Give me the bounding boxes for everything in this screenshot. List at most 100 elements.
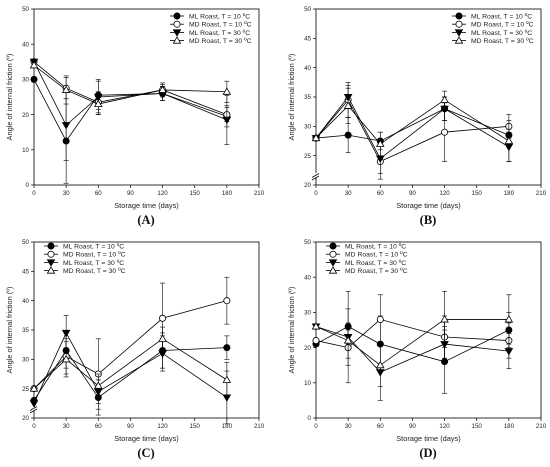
chart-panel-3: 0 30 60 90 120 150 180 210 20 25 30 35 40 45 50 Storage…	[5, 239, 265, 460]
legend-marker	[47, 250, 55, 258]
series-3	[29, 315, 232, 425]
chart-panel-4: 0 30 60 90 120 150 180 210 0 10 20 30 40 50 Storage ti…	[287, 239, 547, 460]
y-tick-label: 10	[304, 380, 311, 387]
data-point	[440, 95, 449, 103]
data-point	[29, 384, 39, 392]
x-tick-label: 90	[127, 423, 134, 430]
axis-break-mark	[311, 173, 320, 178]
data-point	[504, 348, 514, 356]
data-point	[375, 360, 385, 369]
data-point	[440, 315, 449, 323]
series-line	[315, 96, 510, 160]
data-point	[312, 337, 320, 345]
y-tick-label: 40	[22, 298, 29, 305]
axis-break-mark	[311, 175, 320, 181]
y-tick-label: 25	[22, 386, 29, 393]
x-tick-label: 0	[32, 190, 36, 197]
legend-entry: MD Roast, T = 10 ºC	[345, 252, 408, 259]
panel-label: (D)	[419, 446, 436, 460]
series-2	[312, 294, 513, 366]
legend-marker	[454, 36, 464, 44]
y-axis-label: Angle of internal friction (º)	[5, 287, 14, 374]
x-tick-label: 150	[190, 190, 201, 197]
x-tick-label: 210	[254, 423, 265, 430]
y-axis-label: Angle of internal friction (º)	[287, 54, 296, 141]
x-axis-label: Storage time (days)	[396, 434, 461, 443]
series-2	[30, 58, 231, 122]
data-point	[93, 99, 103, 108]
series-2	[30, 276, 231, 410]
x-tick-label: 30	[345, 423, 352, 430]
x-tick-label: 0	[32, 423, 36, 430]
y-tick-label: 40	[304, 274, 311, 281]
y-tick-label: 20	[304, 182, 311, 189]
x-tick-label: 90	[409, 190, 416, 197]
y-tick-label: 40	[22, 41, 29, 48]
y-tick-label: 50	[22, 6, 29, 13]
y-tick-label: 30	[304, 310, 311, 317]
series-line	[33, 300, 227, 389]
y-tick-label: 20	[22, 415, 29, 422]
chart-panel-1: 0 30 60 90 120 150 180 210 0 10 20 30 40 50 Storage ti…	[5, 6, 265, 227]
legend-entry: MD Roast, T = 30 ºC	[189, 38, 252, 45]
data-point	[343, 101, 353, 109]
legend-marker	[46, 259, 56, 267]
series-line	[315, 326, 509, 373]
series-1	[30, 75, 231, 184]
data-point	[158, 85, 167, 93]
x-tick-label: 180	[222, 190, 233, 197]
plot-frame	[33, 8, 260, 186]
legend: ML Roast, T = 10 ºC MD Roast, T = 10 ºCML…	[452, 12, 534, 45]
x-tick-label: 60	[95, 190, 102, 197]
legend: ML Roast, T = 10 ºC MD Roast, T = 10 ºCML…	[170, 12, 252, 45]
data-point	[158, 350, 167, 358]
chart-panel-2: 0 30 60 90 120 150 180 210 20 25 30 35 40 45 50 Storage…	[287, 6, 547, 227]
x-tick-label: 0	[314, 423, 318, 430]
panel-label: (B)	[420, 213, 437, 227]
series-3	[311, 84, 514, 174]
data-point	[311, 133, 321, 142]
legend-marker	[172, 36, 182, 44]
legend-entry: MD Roast, T = 30 ºC	[345, 268, 408, 275]
series-4	[29, 326, 232, 398]
x-tick-label: 120	[157, 423, 168, 430]
series-line	[315, 99, 510, 145]
x-tick-label: 210	[536, 190, 547, 197]
series-1	[312, 308, 513, 394]
y-tick-label: 50	[304, 6, 311, 13]
y-tick-label: 20	[22, 112, 29, 119]
series-4	[311, 290, 514, 387]
series-1	[312, 96, 513, 154]
series-line	[33, 65, 227, 105]
legend-marker	[454, 29, 464, 37]
x-tick-label: 150	[472, 190, 483, 197]
series-line	[33, 61, 228, 126]
x-axis-label: Storage time (days)	[114, 201, 179, 210]
legend-entry: ML Roast, T = 30 ºC	[63, 260, 124, 267]
axis-break-mark	[29, 408, 38, 414]
y-axis-label: Angle of internal friction (º)	[287, 287, 296, 374]
y-tick-label: 35	[304, 94, 311, 101]
legend-entry: MD Roast, T = 30 ºC	[63, 268, 126, 275]
x-tick-label: 210	[254, 190, 265, 197]
data-point	[343, 336, 353, 344]
x-tick-label: 120	[439, 190, 450, 197]
legend-marker	[328, 266, 338, 274]
data-point	[93, 381, 103, 389]
legend-marker	[46, 266, 56, 274]
legend-entry: MD Roast, T = 10 ºC	[471, 22, 534, 29]
data-point	[376, 315, 384, 323]
y-tick-label: 30	[22, 77, 29, 84]
x-tick-label: 60	[377, 423, 384, 430]
x-tick-label: 120	[439, 423, 450, 430]
data-point	[223, 297, 231, 305]
y-tick-label: 40	[304, 65, 311, 72]
legend: ML Roast, T = 10 ºC MD Roast, T = 10 ºCML…	[44, 242, 126, 275]
series-3	[29, 58, 232, 161]
series-line	[315, 326, 510, 363]
series-line	[33, 332, 228, 404]
data-point	[61, 354, 71, 363]
x-tick-label: 60	[377, 190, 384, 197]
y-tick-label: 0	[26, 182, 30, 189]
